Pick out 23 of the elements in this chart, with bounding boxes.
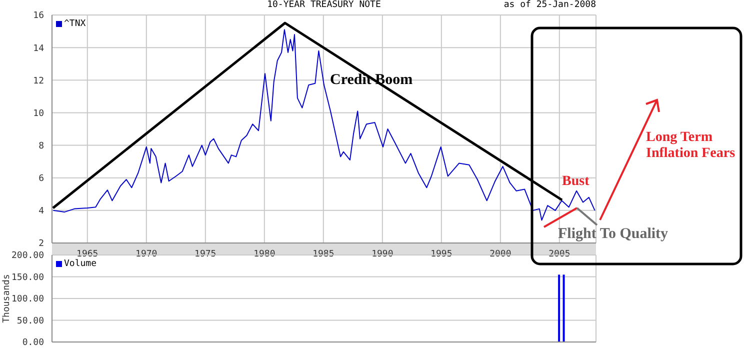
y-tick-label: 2	[38, 239, 44, 250]
legend-label: Volume	[64, 259, 97, 269]
y-tick-label: 100.00	[11, 294, 44, 305]
y-tick-label: 150.00	[11, 272, 44, 283]
y-tick-label: 0.00	[22, 338, 44, 348]
y-tick-label: 4	[38, 206, 44, 217]
text: Long Term Inflation Fears	[646, 130, 736, 162]
y-tick-label: 50.00	[16, 316, 44, 326]
y-tick-label: 8	[38, 141, 44, 152]
y-tick-label: 200.00	[11, 251, 44, 262]
line-series	[52, 29, 596, 221]
y-tick-label: 10	[33, 108, 44, 119]
chart-title: 10-YEAR TREASURY NOTE	[267, 0, 381, 10]
annotation: Credit Boom	[330, 72, 413, 90]
y-tick-label: 6	[38, 174, 44, 184]
chart-subtitle: as of 25-Jan-2008	[504, 0, 596, 10]
y-tick-label: 14	[33, 44, 44, 54]
y-axis-title: Thousands	[2, 274, 12, 323]
legend-label: ^TNX	[64, 19, 86, 29]
annotation: Bust	[562, 174, 590, 190]
y-tick-label: 16	[33, 11, 44, 22]
y-tick-label: 12	[33, 76, 44, 86]
annotation: Flight To Quality	[558, 226, 668, 244]
